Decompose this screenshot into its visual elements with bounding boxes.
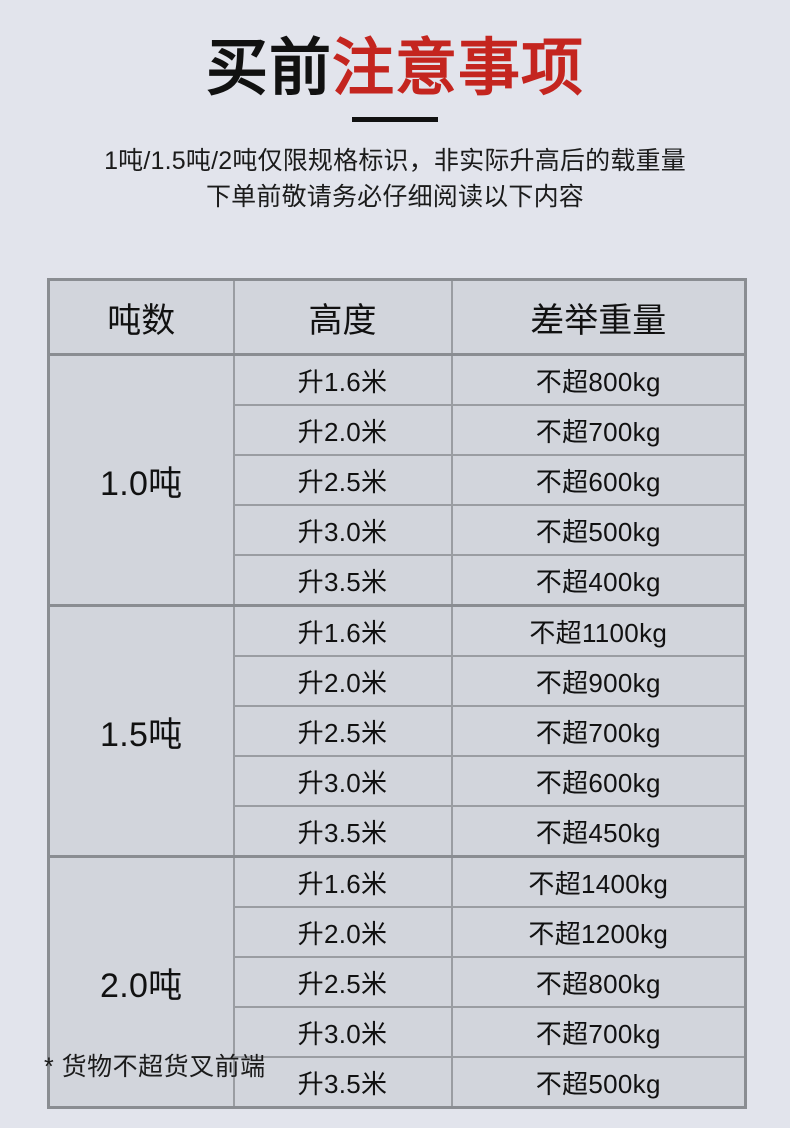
weight-cell: 不超800kg — [450, 353, 747, 406]
spec-table-body: 1.0吨 升1.6米 不超800kg 升2.0米 不超700kg 升2.5米 不… — [47, 353, 747, 1109]
weight-cell: 不超700kg — [450, 705, 747, 757]
weight-cell: 不超900kg — [450, 655, 747, 707]
table-row: 升2.5米 不超700kg — [49, 705, 747, 757]
title-block: 买前注意事项 — [0, 0, 790, 123]
table-row: 升2.0米 不超1200kg — [49, 906, 747, 958]
height-cell: 升2.0米 — [232, 655, 453, 707]
table-row: 升3.5米 不超500kg — [49, 1056, 747, 1109]
page-title-red-part: 注意事项 — [332, 34, 585, 103]
tonnage-cell: 2.0吨 — [47, 855, 235, 1109]
height-cell: 升1.6米 — [232, 353, 453, 406]
height-cell: 升3.0米 — [232, 504, 453, 556]
spec-table-wrapper: 吨数 高度 差举重量 1.0吨 升1.6米 不超800kg 升2.0米 不超70… — [47, 278, 747, 1109]
height-cell: 升2.0米 — [232, 906, 453, 958]
column-header-tonnage: 吨数 — [47, 278, 235, 356]
weight-cell: 不超1100kg — [450, 604, 747, 657]
height-cell: 升2.5米 — [232, 956, 453, 1008]
weight-cell: 不超700kg — [450, 1006, 747, 1058]
table-row: 2.0吨 升1.6米 不超1400kg — [47, 855, 747, 1109]
table-row: 升2.5米 不超600kg — [49, 454, 747, 506]
footnote-text: * 货物不超货叉前端 — [44, 1053, 266, 1081]
height-cell: 升3.0米 — [232, 755, 453, 807]
weight-cell: 不超600kg — [450, 755, 747, 807]
weight-cell: 不超1400kg — [450, 855, 747, 908]
table-row: 升3.5米 不超400kg — [49, 554, 747, 607]
tonnage-cell: 1.5吨 — [47, 604, 235, 858]
spec-table: 吨数 高度 差举重量 1.0吨 升1.6米 不超800kg 升2.0米 不超70… — [47, 278, 747, 1109]
height-cell: 升3.5米 — [232, 1056, 453, 1109]
subtitle-line-1: 1吨/1.5吨/2吨仅限规格标识，非实际升高后的载重量 — [104, 147, 686, 176]
weight-cell: 不超700kg — [450, 404, 747, 456]
height-cell: 升2.5米 — [232, 705, 453, 757]
weight-cell: 不超450kg — [450, 805, 747, 858]
weight-cell: 不超1200kg — [450, 906, 747, 958]
weight-cell: 不超500kg — [450, 1056, 747, 1109]
height-cell: 升3.5米 — [232, 805, 453, 858]
height-cell: 升3.5米 — [232, 554, 453, 607]
table-row: 1.0吨 升1.6米 不超800kg — [47, 353, 747, 607]
height-cell: 升1.6米 — [232, 604, 453, 657]
table-row: 升2.0米 不超900kg — [49, 655, 747, 707]
height-cell: 升2.0米 — [232, 404, 453, 456]
height-cell: 升2.5米 — [232, 454, 453, 506]
table-row: 升2.5米 不超800kg — [49, 956, 747, 1008]
page-title-black-part: 买前 — [205, 34, 332, 103]
height-cell: 升3.0米 — [232, 1006, 453, 1058]
weight-cell: 不超400kg — [450, 554, 747, 607]
tonnage-cell: 1.0吨 — [47, 353, 235, 607]
table-row: 升3.5米 不超450kg — [49, 805, 747, 858]
table-row: 1.5吨 升1.6米 不超1100kg — [47, 604, 747, 858]
weight-cell: 不超600kg — [450, 454, 747, 506]
table-row: 升2.0米 不超700kg — [49, 404, 747, 456]
table-row: 升3.0米 不超700kg — [49, 1006, 747, 1058]
subtitle-line-2: 下单前敬请务必仔细阅读以下内容 — [205, 182, 584, 211]
column-header-weight: 差举重量 — [450, 278, 747, 356]
height-cell: 升1.6米 — [232, 855, 453, 908]
weight-cell: 不超500kg — [450, 504, 747, 556]
table-row: 升3.0米 不超500kg — [49, 504, 747, 556]
weight-cell: 不超800kg — [450, 956, 747, 1008]
spec-table-head: 吨数 高度 差举重量 — [47, 278, 747, 356]
subtitle-block: 1吨/1.5吨/2吨仅限规格标识，非实际升高后的载重量 下单前敬请务必仔细阅读以… — [0, 144, 790, 215]
page-title: 买前注意事项 — [0, 36, 790, 101]
column-header-height: 高度 — [232, 278, 453, 356]
table-row: 升3.0米 不超600kg — [49, 755, 747, 807]
title-underline-rule — [352, 117, 438, 123]
table-header-row: 吨数 高度 差举重量 — [47, 278, 747, 356]
